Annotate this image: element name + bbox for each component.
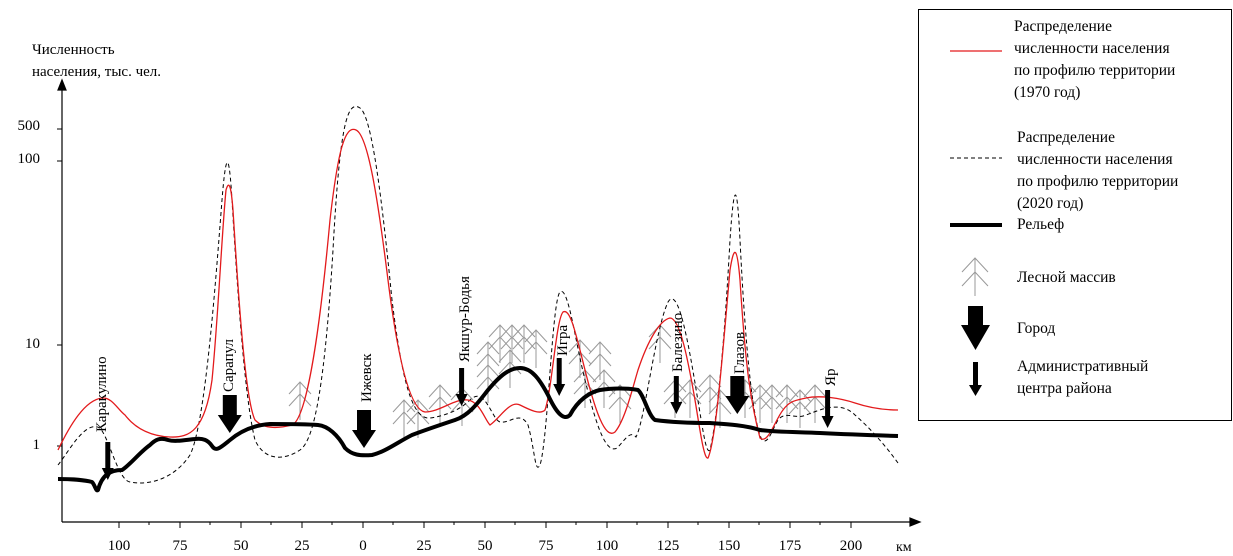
legend-forest-icon: [961, 257, 989, 296]
y-axis-arrow: [57, 78, 67, 91]
forest-icon: [476, 364, 500, 403]
x-tick-label: 50: [477, 538, 493, 554]
admin-center-arrow-icon: [553, 358, 566, 396]
city-label-izhevsk: Ижевск: [359, 353, 375, 402]
population-1970-line: [57, 128, 899, 459]
legend-admin-label: Административный центра района: [1017, 358, 1149, 397]
city-label-karakulino: Каракулино: [94, 356, 110, 432]
city-label-sarapul: Сарапул: [221, 339, 237, 392]
city-label-igra: Игра: [555, 324, 571, 356]
x-tick-label: 75: [172, 538, 188, 554]
x-tick-marks: [118, 522, 852, 528]
city-label-balezino: Балезино: [670, 312, 686, 372]
legend-2020-label: Распределение численности населения по п…: [1017, 129, 1179, 212]
relief-line: [57, 366, 899, 493]
y-tick-marks: [57, 128, 62, 447]
x-tick-label: 0: [359, 538, 367, 554]
legend-relief-label: Рельеф: [1017, 216, 1065, 233]
x-tick-label: 150: [717, 538, 741, 554]
x-tick-label: 100: [595, 538, 619, 554]
city-label-yakshur-bodya: Якшур-Бодья: [457, 276, 473, 362]
forest-icon: [788, 389, 812, 428]
x-tick-label: 175: [778, 538, 802, 554]
forest-icon: [678, 379, 702, 418]
y-tick-label: 100: [17, 151, 41, 167]
legend: Распределение численности населения по п…: [918, 9, 1232, 421]
city-label-yar: Яр: [823, 368, 839, 386]
x-tick-label: 75: [538, 538, 554, 554]
legend-forest-label: Лесной массив: [1017, 269, 1116, 286]
axes: [57, 78, 922, 527]
forest-icon: [488, 324, 512, 363]
legend-symbols: [950, 50, 1002, 396]
forest-icon: [775, 384, 799, 423]
legend-city-arrow-icon: [961, 306, 990, 350]
y-axis-label-line1: Численность: [32, 42, 115, 58]
legend-admin-arrow-icon: [969, 362, 982, 396]
city-label-glazov: Глазов: [732, 331, 748, 374]
forest-icon: [500, 324, 524, 363]
admin-center-arrow-icon: [455, 368, 468, 406]
x-tick-label: 25: [294, 538, 310, 554]
x-tick-label: 125: [656, 538, 680, 554]
x-tick-label: 25: [416, 538, 432, 554]
city-arrows: [101, 358, 834, 480]
population-2020-line: [57, 106, 899, 484]
x-axis-unit: км: [896, 540, 912, 555]
admin-center-arrow-icon: [670, 376, 683, 414]
y-tick-label: 1: [32, 437, 41, 453]
city-arrow-icon: [217, 395, 242, 433]
forest-icon: [512, 324, 536, 363]
x-tick-label: 200: [839, 538, 863, 554]
forest-icon: [698, 374, 722, 413]
x-tick-label: 50: [233, 538, 249, 554]
admin-center-arrow-icon: [101, 442, 114, 480]
x-axis-arrow: [909, 517, 922, 527]
forest-icon: [648, 324, 672, 363]
city-arrow-icon: [352, 410, 376, 448]
legend-city-label: Город: [1017, 320, 1056, 337]
forest-icon: [524, 329, 548, 368]
x-tick-label: 100: [107, 538, 131, 554]
forest-icon: [760, 384, 784, 423]
y-tick-label: 10: [25, 336, 40, 352]
y-axis-label-line2: населения, тыс. чел.: [32, 64, 162, 80]
city-arrow-icon: [725, 376, 750, 414]
legend-1970-label: Распределение численности населения по п…: [1014, 18, 1176, 101]
admin-center-arrow-icon: [821, 390, 834, 428]
y-tick-label: 500: [17, 118, 41, 134]
